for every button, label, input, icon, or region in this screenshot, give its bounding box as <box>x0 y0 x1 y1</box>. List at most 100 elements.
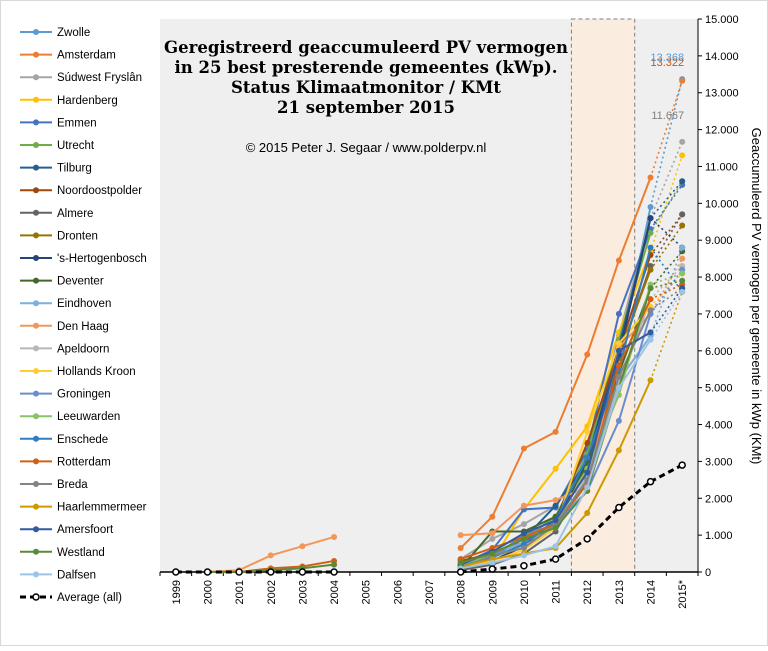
series-projection <box>649 463 683 484</box>
legend-label: Noordoostpolder <box>57 185 142 197</box>
series-point <box>679 270 686 277</box>
series-projection <box>649 269 683 315</box>
legend-label: Tilburg <box>57 163 92 175</box>
legend-item: Dalfsen <box>20 569 96 581</box>
legend-item: Utrecht <box>20 140 95 152</box>
series-point <box>520 545 527 552</box>
y-tick-label: 10.000 <box>705 198 739 210</box>
series-point <box>647 336 654 343</box>
legend-label: Amersfoort <box>57 524 114 536</box>
data-label: 13.368 <box>651 52 685 64</box>
title-line-1: Geregistreerd geaccumuleerd PV vermogen <box>164 38 568 57</box>
series-point <box>679 178 686 185</box>
legend-label: Utrecht <box>57 140 95 152</box>
legend-marker <box>33 503 39 510</box>
series-point <box>331 561 338 568</box>
series-point <box>267 552 274 559</box>
copyright-note: © 2015 Peter J. Segaar / www.polderpv.nl <box>246 140 487 155</box>
legend-marker <box>33 96 39 103</box>
series-point <box>298 568 307 576</box>
series-point <box>489 559 496 566</box>
series-average-all- <box>172 461 686 576</box>
y-axis: 0 1.000 2.000 3.000 4.000 5.000 6.000 7.000 8.00… <box>697 14 739 579</box>
series-point <box>520 530 527 537</box>
legend-marker <box>33 29 39 35</box>
legend-label: Hardenberg <box>57 95 118 107</box>
legend-item: Amersfoort <box>20 524 114 536</box>
y-axis-label: Geaccumuleerd PV vermogen per gemeente i… <box>749 128 764 465</box>
series-point <box>489 530 496 537</box>
legend-label: Haarlemmermeer <box>57 502 147 514</box>
x-tick-label: 2008 <box>456 580 468 604</box>
legend-label: Den Haag <box>57 321 109 333</box>
series-projection <box>650 279 683 289</box>
series-point <box>647 229 654 236</box>
series-point <box>457 545 464 552</box>
y-tick-label: 15.000 <box>705 14 739 26</box>
series-point <box>552 502 559 509</box>
legend-marker <box>33 300 39 307</box>
series-point <box>456 568 465 576</box>
series-point <box>679 211 686 218</box>
legend-marker <box>33 345 39 352</box>
series-point <box>647 244 654 251</box>
series-projection <box>649 184 683 230</box>
series-amsterdam <box>457 77 686 552</box>
series-point <box>615 384 622 391</box>
series-projection <box>649 213 683 256</box>
series-point <box>457 532 464 539</box>
data-label: 13.322 <box>651 57 685 69</box>
series-point <box>552 543 559 550</box>
y-tick-label: 4.000 <box>705 420 733 432</box>
y-tick-label: 12.000 <box>705 125 739 137</box>
series-projection <box>649 291 683 381</box>
series-point <box>520 521 527 528</box>
legend-marker <box>33 390 39 397</box>
legend-label: Deventer <box>57 276 104 288</box>
x-tick-label: 2004 <box>329 580 341 604</box>
series-point <box>647 215 654 222</box>
series-point <box>584 454 591 461</box>
x-tick-label: 2010 <box>519 580 531 604</box>
series-point <box>299 543 306 550</box>
x-tick-label: 2001 <box>234 580 246 604</box>
series-point <box>615 503 623 512</box>
y-tick-label: 0 <box>705 567 711 579</box>
series-point <box>584 510 591 517</box>
series-point <box>584 351 591 358</box>
y-tick-label: 2.000 <box>705 493 733 505</box>
x-tick-label: 2012 <box>582 580 594 604</box>
legend-label: Dalfsen <box>57 569 96 581</box>
series-point <box>552 517 559 524</box>
x-tick-label: 2005 <box>361 580 373 604</box>
legend-marker <box>33 51 39 58</box>
series-projection <box>649 247 683 337</box>
series-point <box>457 559 464 566</box>
series-projection <box>649 213 683 267</box>
legend-marker <box>33 187 39 194</box>
series-point <box>489 550 496 557</box>
legend-item: Hollands Kroon <box>20 366 136 378</box>
series-point <box>552 497 559 504</box>
legend-item: Haarlemmermeer <box>20 502 147 514</box>
series-point <box>647 329 654 336</box>
series-point <box>615 447 622 454</box>
series-projection <box>650 272 683 286</box>
legend-marker <box>33 322 39 329</box>
x-tick-label: 2003 <box>297 580 309 604</box>
y-tick-label: 3.000 <box>705 456 733 468</box>
title-line-4: 21 september 2015 <box>277 98 455 117</box>
series-projection <box>649 217 683 249</box>
x-tick-label: 2006 <box>392 580 404 604</box>
series-point <box>679 277 686 284</box>
series-point <box>235 568 243 576</box>
series-point <box>331 533 338 540</box>
y-tick-label: 1.000 <box>705 530 733 542</box>
x-tick-label: 2015* <box>677 579 689 608</box>
legend-marker <box>33 209 39 216</box>
series-point <box>678 461 686 469</box>
series-point <box>489 513 496 520</box>
x-tick-label: 2009 <box>487 580 499 604</box>
legend-marker <box>33 74 39 81</box>
